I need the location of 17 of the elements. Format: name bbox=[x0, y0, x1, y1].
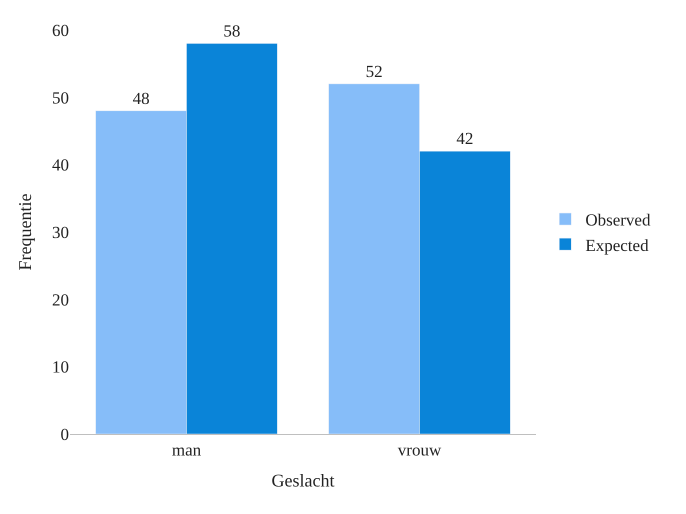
x-axis-title: Geslacht bbox=[272, 470, 334, 490]
data-label: 52 bbox=[366, 62, 383, 81]
y-tick-label: 60 bbox=[52, 20, 69, 40]
x-tick-label: vrouw bbox=[398, 440, 442, 460]
y-tick-label: 0 bbox=[60, 424, 69, 444]
x-tick-label: man bbox=[172, 440, 202, 460]
y-tick-label: 30 bbox=[52, 222, 69, 242]
data-label: 48 bbox=[132, 88, 150, 108]
y-tick-label: 40 bbox=[52, 156, 69, 175]
y-tick-label: 10 bbox=[52, 358, 69, 377]
legend-label: Expected bbox=[585, 236, 650, 255]
y-tick-label: 50 bbox=[52, 88, 69, 108]
data-label: 42 bbox=[456, 129, 474, 148]
data-label: 58 bbox=[223, 21, 240, 40]
y-tick-label: 20 bbox=[52, 290, 69, 310]
legend-label: Observed bbox=[585, 210, 651, 230]
y-axis-title: Frequentie bbox=[15, 194, 36, 270]
